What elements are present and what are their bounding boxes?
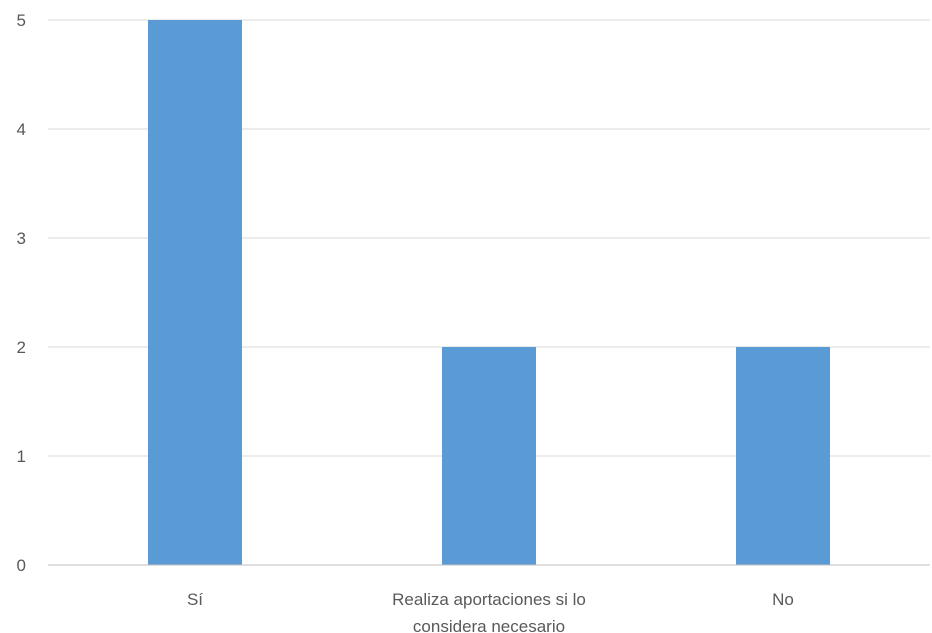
bar xyxy=(442,347,536,565)
x-category-label: No xyxy=(772,590,794,609)
x-category-label: Realiza aportaciones si lo xyxy=(392,590,586,609)
y-tick-label: 1 xyxy=(17,447,26,466)
bar xyxy=(148,20,242,565)
y-tick-label: 4 xyxy=(17,120,26,139)
x-axis-labels: Sí Realiza aportaciones si lo considera ne… xyxy=(187,590,794,633)
y-tick-label: 3 xyxy=(17,229,26,248)
y-axis-ticks: 0 1 2 3 4 5 xyxy=(17,11,26,575)
bar xyxy=(736,347,830,565)
bars xyxy=(148,20,830,565)
x-category-label: considera necesario xyxy=(413,617,565,633)
y-tick-label: 0 xyxy=(17,556,26,575)
x-category-label: Sí xyxy=(187,590,203,609)
y-tick-label: 2 xyxy=(17,338,26,357)
y-tick-label: 5 xyxy=(17,11,26,30)
